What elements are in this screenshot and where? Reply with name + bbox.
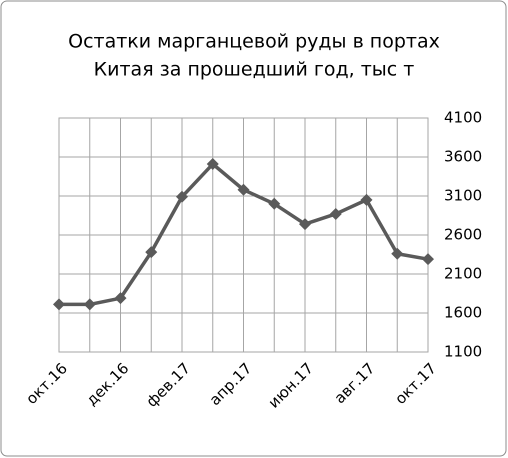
marker (206, 158, 219, 171)
y-tick-label: 1600 (444, 304, 482, 322)
marker (360, 193, 373, 206)
y-tick-label: 3100 (444, 187, 482, 205)
chart-title: Китая за прошедший год, тыс т (94, 59, 415, 81)
y-tick-label: 2100 (444, 265, 482, 283)
marker (329, 207, 342, 220)
marker (53, 298, 65, 311)
y-tick-label: 4100 (444, 109, 482, 127)
marker (83, 298, 96, 311)
marker (391, 247, 404, 260)
y-tick-label: 3600 (444, 148, 482, 166)
plot-border (58, 117, 429, 353)
marker (299, 218, 311, 231)
chart-title: Остатки марганцевой руды в портах (68, 31, 440, 53)
marker (237, 183, 250, 196)
marker (422, 253, 434, 266)
y-tick-label: 2600 (444, 226, 482, 244)
marker (176, 190, 188, 203)
y-tick-label: 1100 (444, 343, 482, 361)
marker (145, 246, 158, 259)
marker (114, 292, 127, 305)
marker (268, 197, 281, 210)
